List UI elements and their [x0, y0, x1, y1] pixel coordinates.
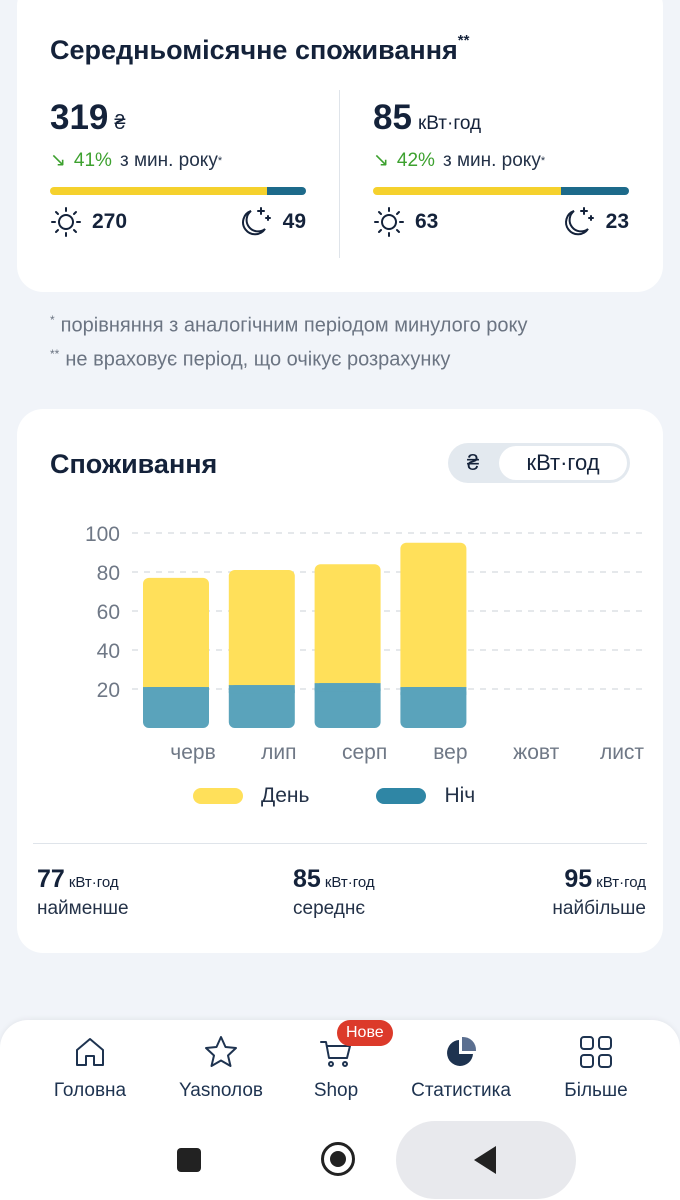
cart-icon: [320, 1041, 351, 1067]
system-navigation-bar: [0, 1118, 680, 1200]
nav-home[interactable]: Головна: [25, 1034, 155, 1102]
sun-icon: [51, 207, 81, 237]
energy-day-value: 63: [415, 210, 439, 233]
cost-summary: 319 ₴ ↘ 41% з мин. року * 270: [50, 98, 306, 237]
y-tick-label: 20: [97, 679, 120, 702]
nav-shop[interactable]: Shop: [271, 1034, 401, 1102]
x-tick-label: лип: [261, 741, 296, 764]
bar-day: [314, 564, 381, 690]
toggle-uah[interactable]: ₴: [466, 450, 480, 475]
x-tick-label: лист: [600, 741, 644, 764]
shop-new-badge: Нове: [337, 1020, 393, 1046]
cost-day-night-bar: [50, 187, 306, 195]
bar-night: [143, 687, 209, 728]
x-tick-label: серп: [342, 741, 387, 764]
bar-night: [228, 685, 295, 728]
x-tick-label: вер: [433, 741, 467, 764]
legend-day: День: [193, 784, 309, 808]
trend-down-icon: ↘: [50, 150, 66, 171]
energy-day-night-bar: [373, 187, 629, 195]
energy-value: 85 кВт·год: [373, 98, 482, 137]
footnote-pending: ** не враховує період, що очікує розрахун…: [50, 347, 451, 371]
legend-day-swatch: [193, 788, 243, 804]
x-tick-label: черв: [170, 741, 215, 764]
bar-night-cap: [400, 687, 467, 696]
vertical-divider: [339, 90, 340, 258]
cost-day-value: 270: [92, 210, 128, 233]
cost-night-value: 49: [282, 210, 306, 233]
average-consumption-title: Середньомісячне споживання**: [50, 32, 470, 65]
bar-night-cap: [143, 687, 209, 696]
moon-icon: [241, 207, 271, 236]
home-icon: [76, 1038, 104, 1066]
energy-summary: 85 кВт·год ↘ 42% з мин. року * 63: [373, 98, 629, 237]
bar-night-cap: [228, 685, 295, 694]
consumption-title: Споживання: [50, 449, 218, 479]
day-share-bar: [373, 187, 561, 195]
toggle-kwh[interactable]: кВт·год: [499, 446, 627, 480]
y-tick-label: 60: [97, 601, 120, 624]
footnote-comparison: * порівняння з аналогічним періодом минул…: [50, 313, 528, 337]
sun-icon: [374, 207, 404, 237]
moon-icon: [564, 207, 594, 236]
energy-night-value: 23: [605, 210, 629, 233]
stat-min: 77 кВт·год найменше: [37, 865, 129, 919]
back-button[interactable]: [474, 1146, 496, 1174]
legend-night: Ніч: [376, 784, 475, 808]
bar-day: [400, 542, 467, 694]
nav-yasnolov[interactable]: Yasnолов: [156, 1034, 286, 1102]
energy-change: ↘ 42% з мин. року *: [373, 149, 546, 172]
recents-button[interactable]: [177, 1148, 201, 1172]
pie-chart-icon: [447, 1036, 477, 1066]
unit-toggle[interactable]: ₴ кВт·год: [448, 443, 630, 483]
cost-value: 319 ₴: [50, 98, 126, 137]
stat-avg: 85 кВт·год середнє: [293, 865, 375, 919]
legend-night-swatch: [376, 788, 427, 804]
bar-night: [400, 687, 467, 728]
night-share-bar: [560, 187, 629, 195]
consumption-chart-card: Споживання ₴ кВт·год 20 40 60 80 100 черв лип с…: [17, 409, 663, 953]
y-tick-label: 80: [97, 562, 120, 585]
y-tick-label: 40: [97, 640, 120, 663]
horizontal-divider: [33, 843, 647, 844]
nav-statistics[interactable]: Статистика: [396, 1034, 526, 1102]
star-icon: [205, 1036, 237, 1067]
day-share-bar: [50, 187, 267, 195]
night-share-bar: [266, 187, 306, 195]
x-tick-label: жовт: [513, 741, 559, 764]
bar-night-cap: [314, 683, 381, 692]
bar-day: [143, 577, 209, 694]
cost-change: ↘ 41% з мин. року *: [50, 149, 223, 172]
y-tick-label: 100: [85, 523, 120, 546]
average-consumption-card: Середньомісячне споживання** 319 ₴ ↘ 41% …: [17, 0, 663, 292]
consumption-bar-chart: 20 40 60 80 100 черв лип серп вер жовт лист: [85, 523, 647, 764]
grid-icon: [580, 1036, 612, 1068]
bar-day: [228, 570, 295, 692]
trend-down-icon: ↘: [373, 150, 389, 171]
bar-night: [314, 683, 381, 728]
chart-legend: День Ніч: [193, 784, 475, 808]
home-button[interactable]: [321, 1142, 355, 1176]
stat-max: 95 кВт·год найбільше: [552, 865, 646, 919]
nav-more[interactable]: Більше: [531, 1034, 661, 1102]
